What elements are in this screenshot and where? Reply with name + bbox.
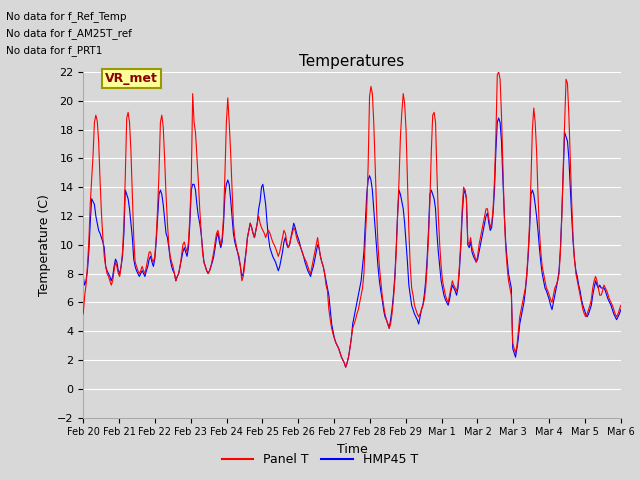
Panel T (616, 307, 623, 312)
Panel T (464, 239, 472, 245)
Text: VR_met: VR_met (105, 72, 157, 85)
Panel T (617, 302, 625, 308)
Panel T (357, 292, 365, 298)
Panel T (545, 292, 553, 298)
Panel T (79, 311, 87, 317)
Panel T (98, 210, 106, 216)
Panel T (495, 69, 502, 75)
HMP45 T (342, 364, 349, 370)
HMP45 T (464, 242, 472, 248)
HMP45 T (357, 278, 365, 284)
HMP45 T (98, 235, 106, 240)
X-axis label: Time: Time (337, 443, 367, 456)
Y-axis label: Temperature (C): Temperature (C) (38, 194, 51, 296)
HMP45 T (495, 115, 502, 121)
Panel T (115, 271, 122, 276)
Line: HMP45 T: HMP45 T (83, 118, 621, 367)
HMP45 T (617, 307, 625, 312)
HMP45 T (616, 311, 623, 317)
Line: Panel T: Panel T (83, 72, 621, 367)
Legend: Panel T, HMP45 T: Panel T, HMP45 T (217, 448, 423, 471)
HMP45 T (79, 274, 87, 279)
Text: No data for f_Ref_Temp: No data for f_Ref_Temp (6, 11, 127, 22)
Text: No data for f_PRT1: No data for f_PRT1 (6, 45, 103, 56)
HMP45 T (545, 297, 553, 302)
Text: No data for f_AM25T_ref: No data for f_AM25T_ref (6, 28, 132, 39)
Panel T (342, 364, 349, 370)
Title: Temperatures: Temperatures (300, 54, 404, 70)
HMP45 T (115, 268, 122, 274)
